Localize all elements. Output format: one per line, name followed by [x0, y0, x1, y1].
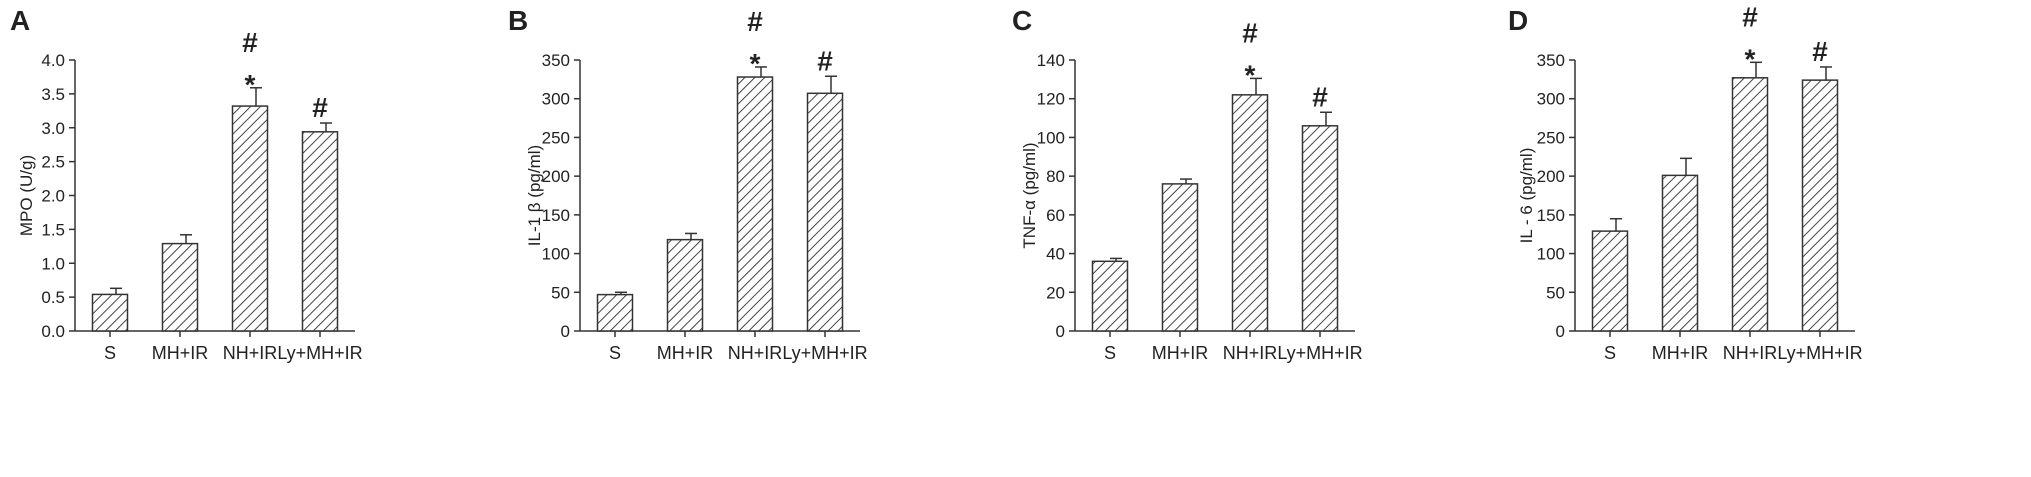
x-tick-label: Ly+MH+IR	[782, 343, 867, 363]
bar	[161, 242, 199, 332]
x-tick-label: S	[609, 343, 621, 363]
x-tick-label: S	[1104, 343, 1116, 363]
bar	[1591, 230, 1629, 332]
y-tick-label: 50	[551, 283, 570, 302]
chart-panel-a: A MPO (U/g) 0.0 0.5 1.0 1.5 2.0 2.5 3.0 3.5 4.0 S MH…	[10, 5, 363, 363]
y-tick-label: 0	[1556, 322, 1565, 341]
x-tick-label: Ly+MH+IR	[277, 343, 362, 363]
bar	[736, 76, 774, 332]
y-tick-label: 100	[1537, 245, 1565, 264]
hash-annotation: #	[1812, 36, 1828, 67]
bar	[301, 131, 339, 332]
asterisk-annotation: *	[1745, 43, 1756, 74]
y-axis-title: MPO (U/g)	[17, 155, 36, 236]
y-tick-label: 50	[1546, 283, 1565, 302]
x-tick-label: MH+IR	[657, 343, 714, 363]
y-tick-label: 120	[1037, 90, 1065, 109]
hash-annotation: #	[747, 6, 763, 37]
y-tick-label: 250	[1537, 128, 1565, 147]
y-tick-label: 250	[542, 128, 570, 147]
hash-annotation: #	[312, 92, 328, 123]
x-tick-label: S	[104, 343, 116, 363]
bar	[231, 105, 269, 332]
bar	[91, 293, 129, 332]
x-tick-label: Ly+MH+IR	[1777, 343, 1862, 363]
y-tick-label: 4.0	[41, 51, 65, 70]
panel-label: A	[10, 5, 30, 36]
y-tick-label: 300	[1537, 90, 1565, 109]
y-tick-label: 100	[542, 245, 570, 264]
x-tick-label: NH+IR	[1223, 343, 1278, 363]
chart-panel-b: B IL-1 β (pg/ml) 0 50 100 150 200 250 300 350 S MH+…	[508, 5, 868, 363]
panel-label: C	[1012, 5, 1032, 36]
bar	[1661, 174, 1699, 332]
x-tick-label: MH+IR	[1152, 343, 1209, 363]
y-tick-label: 0	[1056, 322, 1065, 341]
y-tick-label: 300	[542, 90, 570, 109]
y-tick-label: 140	[1037, 51, 1065, 70]
y-axis-title: IL-1 β (pg/ml)	[525, 145, 544, 246]
y-tick-label: 3.5	[41, 85, 65, 104]
y-tick-label: 350	[542, 51, 570, 70]
y-tick-label: 1.0	[41, 254, 65, 273]
y-axis-title: TNF-α (pg/ml)	[1020, 142, 1039, 248]
bar	[1091, 260, 1129, 332]
x-tick-label: NH+IR	[728, 343, 783, 363]
y-tick-label: 40	[1046, 245, 1065, 264]
asterisk-annotation: *	[245, 69, 256, 100]
x-tick-label: MH+IR	[1652, 343, 1709, 363]
panel-label: D	[1508, 5, 1528, 36]
hash-annotation: #	[1742, 1, 1758, 32]
hash-annotation: #	[242, 27, 258, 58]
y-tick-label: 150	[1537, 206, 1565, 225]
x-tick-label: NH+IR	[1723, 343, 1778, 363]
y-tick-label: 0	[561, 322, 570, 341]
asterisk-annotation: *	[1245, 59, 1256, 90]
y-tick-label: 200	[542, 167, 570, 186]
bar	[1231, 94, 1269, 332]
chart-panel-c: C TNF-α (pg/ml) 0 20 40 60 80 100 120 140 S MH+IR NH…	[1012, 5, 1363, 363]
bar	[1801, 79, 1839, 332]
x-tick-label: Ly+MH+IR	[1277, 343, 1362, 363]
y-tick-label: 0.5	[41, 288, 65, 307]
y-tick-label: 20	[1046, 283, 1065, 302]
y-tick-label: 150	[542, 206, 570, 225]
bar	[596, 293, 634, 332]
asterisk-annotation: *	[750, 48, 761, 79]
y-tick-label: 1.5	[41, 220, 65, 239]
x-tick-label: S	[1604, 343, 1616, 363]
bar	[1161, 183, 1199, 332]
hash-annotation: #	[817, 45, 833, 76]
bar	[806, 92, 844, 332]
panel-label: B	[508, 5, 528, 36]
y-tick-label: 350	[1537, 51, 1565, 70]
hash-annotation: #	[1242, 17, 1258, 48]
y-tick-label: 100	[1037, 128, 1065, 147]
bar	[1301, 125, 1339, 332]
y-tick-label: 0.0	[41, 322, 65, 341]
y-tick-label: 60	[1046, 206, 1065, 225]
y-tick-label: 200	[1537, 167, 1565, 186]
bar	[1731, 77, 1769, 332]
y-tick-label: 2.5	[41, 153, 65, 172]
bar	[666, 238, 704, 332]
y-tick-label: 2.0	[41, 187, 65, 206]
y-axis-title: IL - 6 (pg/ml)	[1517, 148, 1536, 244]
y-tick-label: 80	[1046, 167, 1065, 186]
hash-annotation: #	[1312, 81, 1328, 112]
x-tick-label: MH+IR	[152, 343, 209, 363]
chart-panel-d: D IL - 6 (pg/ml) 0 50 100 150 200 250 300 350 S MH+…	[1508, 1, 1863, 363]
y-tick-label: 3.0	[41, 119, 65, 138]
x-tick-label: NH+IR	[223, 343, 278, 363]
